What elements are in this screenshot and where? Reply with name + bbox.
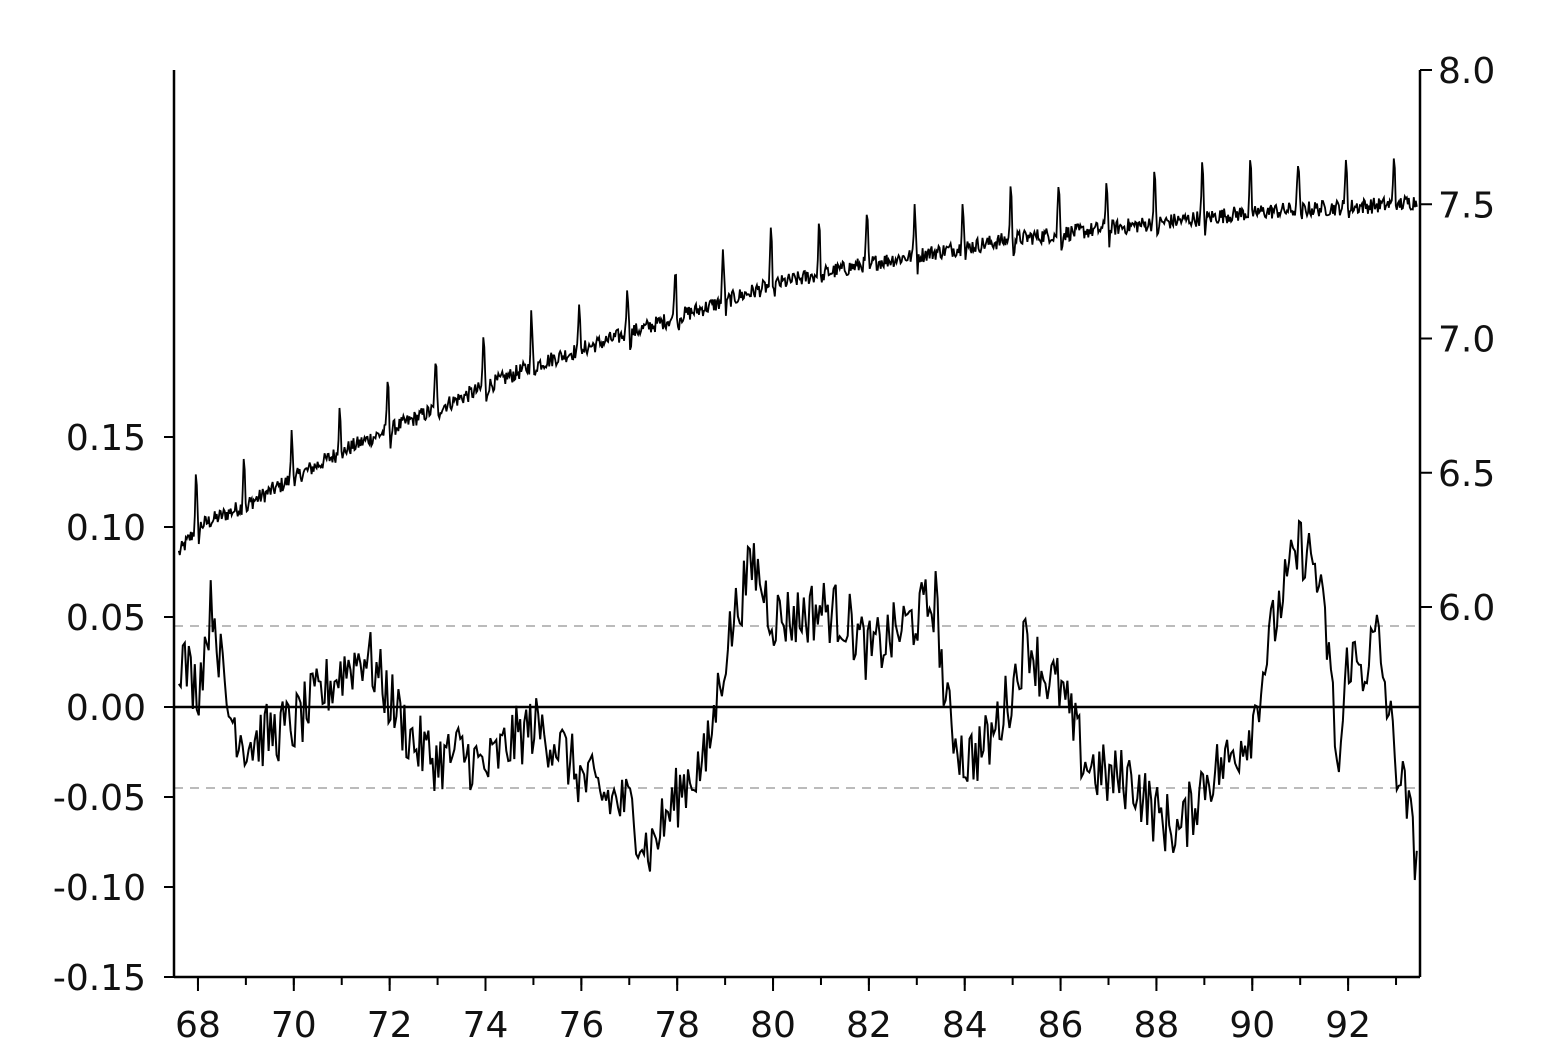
x-tick-label: 72 xyxy=(367,1005,413,1046)
x-tick-label: 92 xyxy=(1325,1005,1371,1046)
right-tick-label: 8.0 xyxy=(1438,51,1495,92)
x-tick-label: 86 xyxy=(1038,1005,1084,1046)
series-lower-line xyxy=(177,519,1418,881)
right-tick-label: 7.0 xyxy=(1438,320,1495,361)
x-tick-label: 88 xyxy=(1134,1005,1180,1046)
x-tick-label: 82 xyxy=(846,1005,892,1046)
x-tick-label: 68 xyxy=(175,1005,221,1046)
series-layer xyxy=(177,158,1418,881)
left-tick-label: 0.15 xyxy=(66,418,146,459)
x-tick-label: 84 xyxy=(942,1005,988,1046)
right-tick-label: 7.5 xyxy=(1438,185,1495,226)
x-tick-label: 74 xyxy=(463,1005,509,1046)
left-tick-label: 0.05 xyxy=(66,598,146,639)
left-tick-label: -0.05 xyxy=(53,778,146,819)
right-axis-ticks: 6.0 6.5 7.0 7.5 8.0 xyxy=(1420,51,1495,629)
left-tick-label: -0.15 xyxy=(53,958,146,999)
reference-lines xyxy=(174,625,1420,789)
left-tick-label: -0.10 xyxy=(53,868,146,909)
axes xyxy=(172,70,1422,979)
x-tick-label: 76 xyxy=(558,1005,604,1046)
x-tick-label: 78 xyxy=(654,1005,700,1046)
left-tick-label: 0.10 xyxy=(66,508,146,549)
x-tick-label: 70 xyxy=(271,1005,317,1046)
x-tick-label: 90 xyxy=(1229,1005,1275,1046)
right-tick-label: 6.5 xyxy=(1438,454,1495,495)
right-tick-label: 6.0 xyxy=(1438,588,1495,629)
x-axis-ticks: 68 70 72 74 76 78 80 82 84 86 88 90 92 xyxy=(175,977,1398,1046)
x-tick-label: 80 xyxy=(750,1005,796,1046)
left-tick-label: 0.00 xyxy=(66,688,146,729)
left-axis-ticks: -0.15 -0.10 -0.05 0.00 0.05 0.10 0.15 xyxy=(53,418,174,999)
series-upper-line xyxy=(177,158,1418,556)
